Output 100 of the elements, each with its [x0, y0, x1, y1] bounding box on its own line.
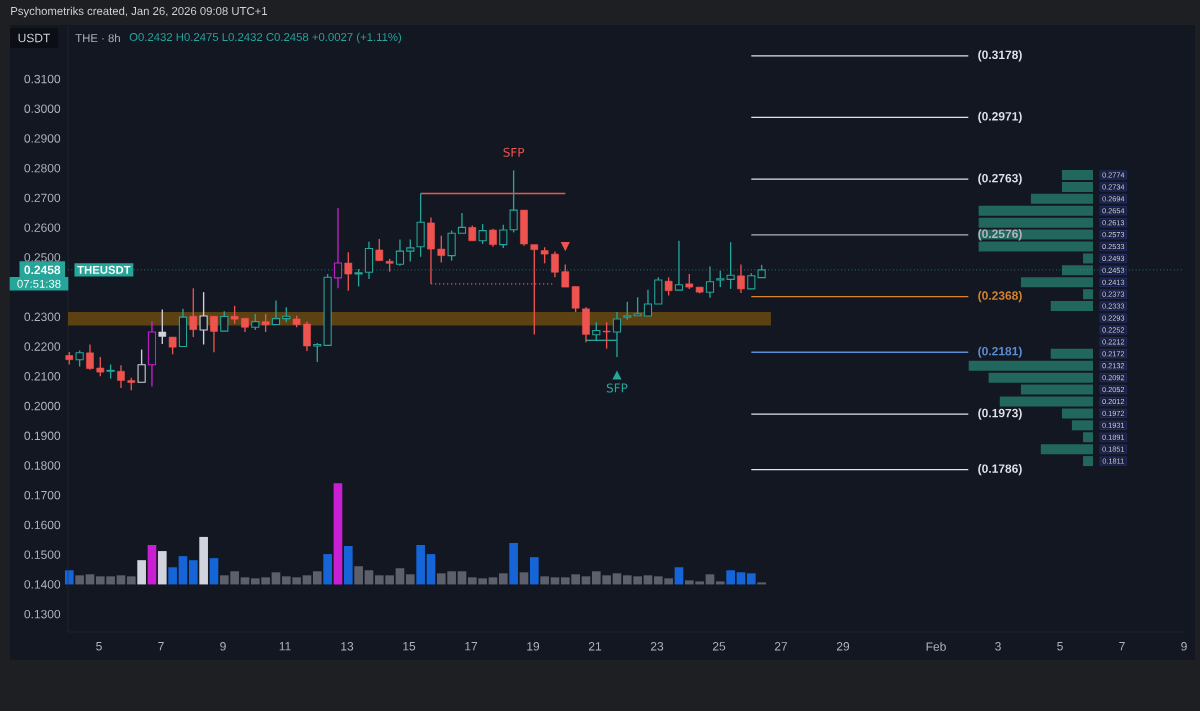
candlestick — [437, 235, 446, 264]
bar — [1050, 348, 1094, 359]
bar — [1040, 444, 1094, 455]
y-tick-label: 0.2100 — [24, 372, 61, 381]
y-tick-label: 0.3000 — [24, 104, 61, 113]
candlestick — [406, 238, 415, 263]
candlestick — [664, 276, 673, 297]
x-tick-label: 29 — [836, 642, 850, 651]
bar — [1083, 432, 1094, 443]
bar — [240, 577, 250, 585]
bar — [509, 542, 518, 585]
bar — [1083, 456, 1094, 467]
candlestick — [457, 212, 467, 234]
x-tick-label: 23 — [650, 642, 664, 651]
series-label: (0.2576) — [978, 229, 1022, 241]
bar — [1061, 169, 1094, 181]
bar — [354, 566, 363, 585]
bar — [529, 557, 539, 585]
y-tick-label: 0.1300 — [24, 609, 61, 619]
bar — [364, 570, 374, 585]
x-tick-label: 25 — [712, 642, 726, 651]
bar — [1083, 289, 1094, 300]
x-tick-label: 7 — [158, 642, 164, 651]
candlestick — [643, 289, 653, 317]
bar — [498, 573, 508, 585]
bar — [715, 581, 725, 585]
bar — [643, 575, 653, 585]
bar — [209, 558, 219, 585]
bar — [116, 575, 126, 585]
x-tick-label: 9 — [220, 642, 226, 651]
series-label: (0.1973) — [978, 408, 1022, 420]
candlestick — [117, 364, 125, 389]
x-tick-label: 15 — [403, 642, 416, 651]
y-tick-label: 0.1400 — [24, 580, 61, 589]
bar — [705, 574, 715, 585]
bar — [757, 582, 766, 585]
bar — [416, 545, 425, 585]
bar — [1030, 193, 1094, 204]
series-label: (0.3178) — [978, 50, 1022, 62]
bar — [323, 554, 332, 585]
bar — [1061, 408, 1094, 419]
candlestick — [375, 238, 384, 262]
annotation: ▲ — [612, 370, 622, 380]
bar — [457, 571, 467, 585]
x-tick-label: Feb — [926, 642, 946, 651]
y-tick-label: 0.1800 — [24, 461, 61, 470]
annotation: SFP — [503, 147, 525, 157]
bar — [343, 546, 353, 585]
annotation: SFP — [606, 383, 628, 393]
y-tick-label: 0.1600 — [24, 520, 61, 530]
bar — [75, 575, 84, 585]
series-label: (0.2181) — [978, 346, 1022, 358]
bar — [978, 217, 1094, 228]
bar — [1061, 181, 1094, 192]
y-tick-label: 0.2300 — [24, 312, 61, 322]
annotation: ▼ — [560, 241, 570, 252]
bar — [978, 205, 1094, 216]
series-label: (0.2971) — [978, 111, 1022, 123]
y-tick-label: 0.2200 — [24, 342, 61, 351]
candlestick — [96, 356, 105, 377]
text: 07:51:38 — [17, 279, 61, 288]
bar — [674, 567, 684, 585]
candlestick — [737, 263, 745, 294]
y-tick-label: 0.1900 — [24, 431, 61, 441]
bar — [726, 570, 735, 585]
bar — [271, 572, 281, 585]
y-tick-label: 0.2700 — [24, 193, 61, 203]
bar — [1071, 420, 1094, 431]
candlestick — [303, 320, 311, 352]
bar — [178, 556, 188, 585]
series-label: (0.1786) — [978, 464, 1022, 476]
y-tick-label: 0.1500 — [24, 550, 61, 559]
bar — [1020, 277, 1094, 288]
bar — [550, 577, 560, 585]
y-tick-label: 0.1700 — [24, 490, 61, 500]
bar — [1050, 301, 1094, 312]
series-label: (0.2368) — [978, 291, 1022, 303]
x-tick-label: 27 — [774, 642, 788, 651]
bar — [85, 574, 95, 585]
y-tick-label: 0.2600 — [24, 223, 61, 232]
bar — [168, 567, 177, 585]
bar — [199, 536, 208, 585]
bar — [157, 551, 167, 585]
text: Psychometriks created, Jan 26, 2026 09:08 UTC+1 — [11, 6, 268, 18]
y-tick-label: 0.2000 — [24, 401, 61, 411]
candlestick — [199, 291, 208, 346]
candlestick — [705, 265, 715, 299]
bar — [426, 554, 436, 585]
bar — [612, 573, 622, 585]
candlestick — [395, 238, 405, 267]
y-tick-label: 0.2900 — [24, 134, 61, 143]
bar — [137, 560, 146, 585]
x-tick-label: 13 — [341, 642, 354, 651]
bar — [1061, 265, 1094, 276]
bar — [405, 574, 415, 585]
series-label: (0.2763) — [978, 173, 1022, 185]
text: O0.2432 H0.2475 L0.2432 C0.2458 +0.0027 (+1.11%) — [129, 32, 402, 44]
x-tick-label: 17 — [465, 642, 478, 651]
x-tick-label: 5 — [1057, 642, 1063, 651]
y-tick-label: 0.2800 — [24, 163, 61, 173]
